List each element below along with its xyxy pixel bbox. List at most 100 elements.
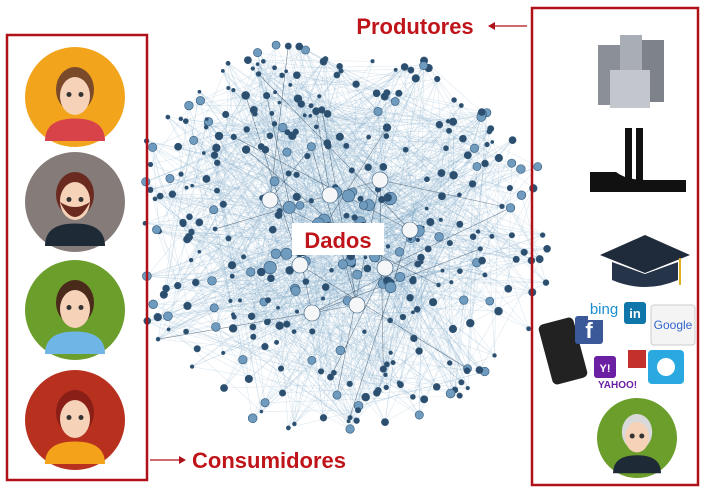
- node: [241, 145, 251, 154]
- node: [313, 124, 319, 130]
- node: [419, 61, 428, 71]
- edge: [145, 115, 305, 183]
- edge: [286, 151, 486, 164]
- edge: [145, 181, 388, 365]
- node: [508, 232, 515, 239]
- edge: [368, 67, 429, 247]
- edge: [263, 281, 306, 303]
- edge: [286, 323, 453, 330]
- eye: [66, 415, 72, 420]
- edge: [294, 219, 442, 425]
- node: [284, 69, 288, 74]
- node: [260, 398, 270, 408]
- node: [529, 184, 538, 193]
- edge: [150, 149, 266, 191]
- edge: [264, 183, 473, 403]
- node: [506, 184, 513, 192]
- edge: [349, 157, 500, 385]
- node: [352, 269, 363, 280]
- edge: [189, 216, 295, 332]
- node: [400, 63, 409, 71]
- edge: [289, 46, 300, 85]
- node: [383, 361, 390, 368]
- node: [539, 232, 546, 238]
- edge: [310, 69, 412, 117]
- edge: [467, 166, 478, 369]
- edge: [251, 262, 477, 317]
- node: [165, 174, 175, 183]
- node: [363, 255, 368, 260]
- node: [463, 151, 472, 160]
- edge: [186, 74, 298, 188]
- edge: [339, 66, 400, 253]
- node: [273, 90, 278, 95]
- node: [395, 89, 403, 97]
- avatar: [597, 398, 677, 478]
- node: [507, 158, 517, 168]
- edge: [415, 78, 442, 174]
- edge: [358, 371, 485, 407]
- edge: [328, 145, 406, 151]
- edge: [390, 236, 440, 353]
- edge: [172, 193, 347, 216]
- node: [153, 313, 162, 322]
- edge: [187, 274, 358, 307]
- edge: [181, 113, 483, 175]
- edge: [288, 45, 423, 228]
- node: [383, 372, 388, 378]
- node: [383, 193, 392, 202]
- node: [445, 388, 456, 399]
- edge: [383, 166, 419, 231]
- node: [436, 282, 441, 288]
- edge: [282, 387, 387, 394]
- node: [459, 295, 469, 305]
- edge: [248, 208, 427, 380]
- node: [295, 201, 305, 210]
- node: [477, 246, 483, 252]
- avatar-body: [45, 331, 105, 354]
- edge: [195, 96, 320, 283]
- edge: [377, 99, 455, 391]
- node: [292, 192, 301, 201]
- node: [230, 133, 237, 141]
- edge: [387, 281, 456, 391]
- edge: [418, 230, 509, 290]
- edge: [315, 111, 331, 196]
- node: [348, 296, 366, 314]
- edge: [290, 83, 357, 86]
- edge: [216, 135, 387, 191]
- node: [477, 108, 486, 116]
- node: [335, 132, 344, 141]
- node: [435, 120, 444, 129]
- edge: [199, 91, 529, 330]
- edge: [214, 154, 358, 235]
- edge: [159, 197, 263, 232]
- edge: [281, 75, 442, 174]
- edge: [188, 49, 306, 106]
- edge: [252, 68, 408, 233]
- edge: [190, 66, 405, 261]
- node: [178, 116, 184, 122]
- node: [446, 240, 453, 247]
- node: [371, 171, 389, 189]
- node: [231, 88, 236, 93]
- node: [494, 306, 503, 316]
- node: [469, 233, 477, 240]
- edge: [279, 102, 297, 175]
- node: [475, 366, 484, 374]
- edge: [172, 118, 208, 195]
- node: [478, 256, 486, 265]
- edge: [426, 178, 522, 196]
- node: [335, 345, 346, 356]
- node: [183, 301, 192, 311]
- node: [260, 59, 266, 64]
- edge: [370, 79, 438, 234]
- edge: [265, 149, 442, 174]
- node: [256, 267, 266, 277]
- edge: [147, 320, 198, 350]
- edge: [247, 59, 373, 62]
- data-label: Dados: [304, 228, 371, 253]
- edge: [158, 304, 358, 340]
- edge: [146, 140, 224, 354]
- edge: [417, 263, 460, 396]
